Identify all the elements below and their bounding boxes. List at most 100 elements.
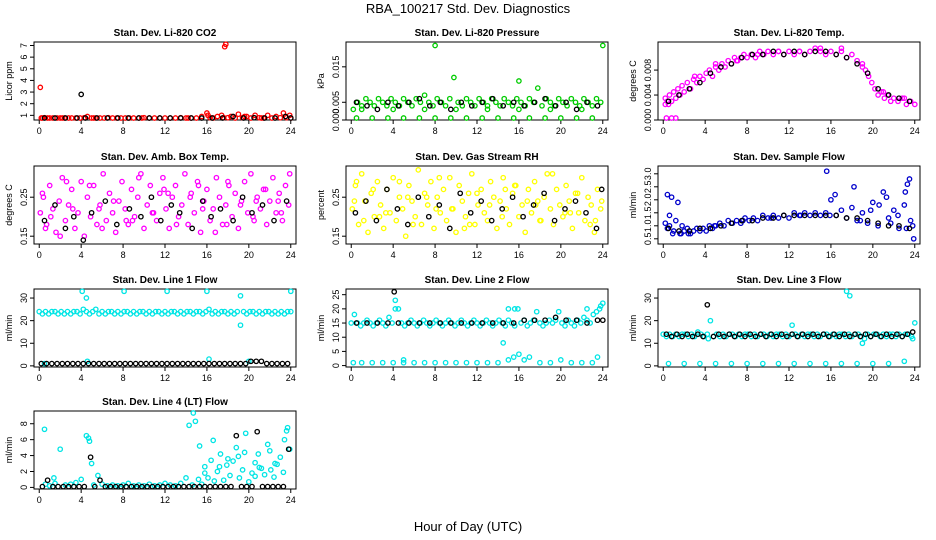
- data-point: [222, 202, 229, 208]
- data-point: [810, 331, 816, 338]
- data-point: [672, 115, 679, 121]
- data-point: [479, 115, 486, 121]
- data-point: [433, 206, 439, 212]
- data-point: [59, 360, 66, 367]
- data-point: [432, 42, 438, 49]
- data-point: [565, 317, 572, 324]
- data-point: [385, 115, 391, 121]
- data-point: [228, 483, 234, 490]
- data-point: [497, 198, 503, 204]
- data-point: [754, 51, 761, 58]
- data-point: [206, 306, 212, 313]
- data-point: [70, 213, 77, 220]
- x-tick-label: 0: [37, 373, 42, 383]
- data-point: [241, 449, 248, 456]
- data-point: [69, 206, 76, 212]
- series-1: [348, 297, 606, 366]
- series-2: [353, 95, 601, 113]
- data-point: [261, 471, 268, 478]
- x-tick-label: 16: [826, 250, 836, 260]
- x-tick-label: 16: [202, 126, 212, 136]
- data-point: [540, 323, 546, 329]
- data-point: [283, 198, 290, 204]
- data-point: [522, 229, 529, 236]
- series-2: [663, 301, 916, 340]
- data-point: [47, 213, 54, 220]
- data-point: [243, 483, 250, 490]
- data-point: [822, 48, 829, 55]
- data-point: [440, 186, 447, 193]
- x-tick-label: 16: [514, 126, 524, 136]
- data-point: [681, 89, 688, 95]
- data-point: [553, 186, 560, 193]
- data-point: [251, 114, 257, 121]
- x-tick-label: 0: [37, 126, 42, 136]
- data-point: [458, 317, 465, 324]
- data-point: [395, 306, 402, 312]
- y-tick-label: 2.0: [643, 194, 653, 207]
- data-point: [686, 228, 693, 234]
- y-tick-label: 0.000: [643, 109, 653, 132]
- data-point: [588, 202, 595, 208]
- data-point: [271, 217, 277, 224]
- data-point: [139, 115, 145, 121]
- data-point: [527, 320, 534, 326]
- y-tick-label: 4: [19, 78, 29, 83]
- data-point: [41, 217, 48, 224]
- data-point: [461, 225, 468, 232]
- x-tick-label: 12: [472, 373, 482, 383]
- data-point: [75, 209, 81, 216]
- data-point: [697, 360, 703, 367]
- data-point: [838, 360, 845, 367]
- data-point: [245, 478, 252, 485]
- data-point: [466, 221, 473, 228]
- data-point: [710, 333, 717, 340]
- data-point: [488, 217, 495, 224]
- data-point: [465, 190, 472, 197]
- y-axis-label: ml/min: [4, 315, 14, 342]
- data-point: [222, 41, 229, 48]
- data-point: [506, 221, 513, 228]
- data-point: [181, 483, 187, 490]
- data-point: [572, 190, 579, 197]
- x-tick-label: 0: [661, 373, 666, 383]
- data-point: [260, 186, 267, 193]
- data-point: [110, 198, 117, 204]
- data-point: [412, 213, 419, 220]
- data-point: [583, 209, 589, 216]
- data-point: [909, 335, 916, 342]
- data-point: [237, 322, 244, 329]
- data-point: [160, 483, 166, 490]
- data-point: [721, 222, 727, 229]
- x-tick-label: 4: [391, 126, 396, 136]
- series-1: [36, 288, 294, 367]
- data-point: [838, 48, 845, 55]
- data-point: [869, 199, 876, 206]
- data-point: [679, 82, 685, 89]
- data-point: [92, 306, 99, 313]
- data-point: [369, 359, 376, 366]
- data-point: [272, 115, 278, 121]
- data-point: [101, 360, 108, 367]
- data-point: [377, 202, 384, 208]
- data-point: [263, 221, 270, 228]
- data-point: [78, 178, 85, 185]
- data-point: [896, 95, 902, 102]
- data-point: [266, 447, 273, 454]
- data-point: [217, 483, 224, 490]
- series-1: [662, 45, 918, 121]
- data-point: [573, 317, 580, 324]
- data-point: [186, 422, 192, 429]
- y-tick-label: 20: [331, 304, 341, 314]
- data-point: [852, 331, 858, 338]
- data-point: [370, 186, 377, 193]
- data-point: [77, 311, 83, 317]
- data-point: [468, 320, 475, 326]
- panel-title: Stan. Dev. Amb. Box Temp.: [101, 152, 229, 163]
- y-tick-label: 0: [19, 363, 29, 368]
- data-point: [59, 174, 66, 181]
- x-tick-label: 24: [286, 126, 296, 136]
- data-point: [519, 202, 525, 208]
- data-point: [236, 475, 243, 481]
- data-point: [375, 95, 382, 102]
